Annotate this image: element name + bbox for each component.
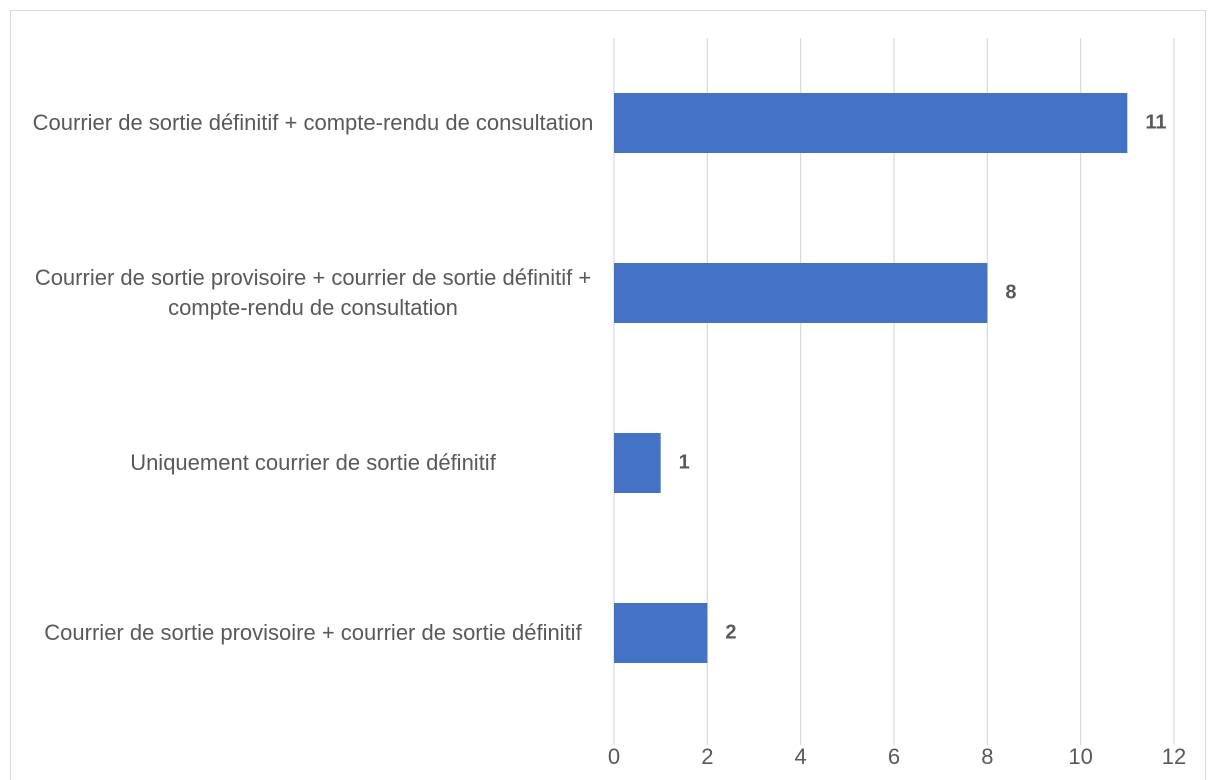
- x-tick-label: 6: [888, 744, 900, 769]
- y-tick-label: Courrier de sortie définitif + compte-re…: [32, 110, 594, 136]
- data-label: 8: [1005, 281, 1016, 303]
- y-tick-label: Uniquement courrier de sortie définitif: [130, 450, 496, 476]
- bar: [614, 433, 661, 493]
- x-tick-label: 10: [1068, 744, 1092, 769]
- category-label-box: Courrier de sortie définitif + compte-re…: [32, 110, 594, 136]
- data-label: 11: [1145, 111, 1166, 133]
- bar: [614, 93, 1128, 153]
- x-tick-label: 8: [981, 744, 993, 769]
- bar: [614, 263, 988, 323]
- x-tick-label: 0: [608, 744, 620, 769]
- category-label-box: Uniquement courrier de sortie définitif: [130, 450, 496, 476]
- bar: [614, 603, 708, 663]
- x-tick-label: 2: [701, 744, 713, 769]
- category-label-box: Courrier de sortie provisoire + courrier…: [34, 265, 592, 320]
- x-tick-label: 4: [795, 744, 807, 769]
- y-tick-label: Courrier de sortie provisoire + courrier…: [44, 620, 582, 646]
- data-label: 2: [725, 621, 736, 643]
- y-tick-label: Courrier de sortie provisoire + courrier…: [34, 265, 592, 320]
- data-label: 1: [679, 451, 690, 473]
- category-label-box: Courrier de sortie provisoire + courrier…: [44, 620, 582, 646]
- x-tick-label: 12: [1162, 744, 1186, 769]
